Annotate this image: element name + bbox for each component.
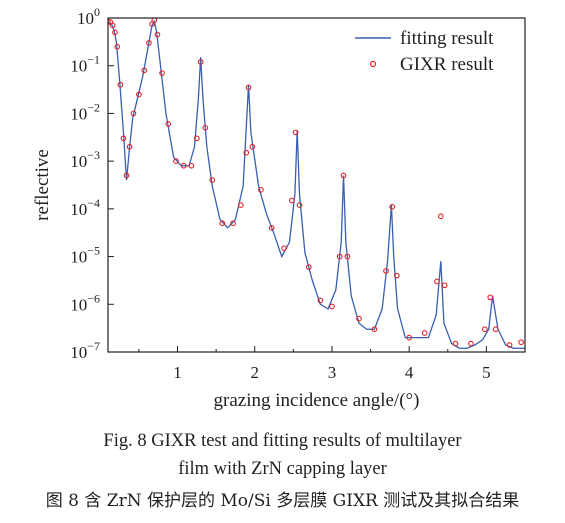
- data-point: [151, 18, 158, 24]
- data-point: [268, 224, 275, 231]
- x-axis-title: grazing incidence angle/(°): [214, 390, 420, 411]
- data-point: [108, 18, 111, 25]
- data-point: [237, 202, 244, 208]
- data-point: [114, 43, 121, 50]
- data-point: [389, 204, 396, 210]
- data-point: [126, 143, 133, 150]
- data-point: [441, 282, 448, 289]
- figure: reflective 1 2 3 4 5 100 10−1 10−2 10−3 10−4 10−5 1…: [32, 5, 526, 411]
- data-point: [112, 29, 118, 36]
- reflectivity-chart: reflective 1 2 3 4 5 100 10−1 10−2 10−3 10−4 10−5 1…: [32, 5, 526, 411]
- data-point: [292, 129, 299, 136]
- x-tick-label: 3: [328, 363, 337, 382]
- legend-label: GIXR result: [400, 54, 494, 75]
- y-tick-label: 10−2: [70, 100, 100, 123]
- x-tick-label: 5: [482, 363, 491, 382]
- y-tick-label: 10−1: [70, 53, 100, 76]
- y-tick-label: 10−6: [70, 291, 100, 314]
- data-point: [492, 326, 499, 333]
- data-point: [197, 59, 204, 65]
- data-point: [120, 135, 127, 142]
- y-tick-label: 100: [77, 5, 100, 28]
- data-point: [141, 67, 148, 74]
- data-point: [393, 272, 400, 279]
- figure-caption-chinese: 图 8 含 ZrN 保护层的 Mo/Si 多层膜 GIXR 测试及其拟合结果: [45, 491, 520, 511]
- data-point: [249, 143, 256, 150]
- x-tick-label: 2: [250, 363, 259, 382]
- data-point: [468, 340, 474, 347]
- data-point: [258, 187, 264, 193]
- data-point: [159, 70, 165, 76]
- figure-caption-line-2: film with ZrN capping layer: [178, 459, 387, 479]
- data-point: [245, 84, 252, 91]
- data-point: [421, 330, 428, 336]
- data-point: [154, 31, 161, 38]
- data-point: [406, 334, 413, 341]
- data-point: [209, 177, 216, 183]
- x-tick-label: 4: [405, 363, 414, 382]
- data-point: [506, 342, 513, 348]
- data-point: [481, 326, 488, 333]
- data-point: [452, 340, 459, 347]
- data-point: [383, 268, 389, 274]
- data-point: [165, 121, 172, 127]
- data-point: [340, 172, 347, 179]
- data-point: [344, 253, 351, 260]
- data-point: [296, 202, 303, 208]
- data-point: [219, 220, 226, 227]
- data-point: [434, 278, 440, 285]
- data-point: [123, 172, 130, 179]
- data-point: [202, 124, 209, 131]
- series-1-markers: [108, 18, 524, 348]
- figure-caption-line-1: Fig. 8 GIXR test and fitting results of …: [103, 431, 462, 451]
- data-point: [193, 135, 200, 142]
- data-point: [487, 294, 494, 301]
- data-point: [230, 220, 236, 227]
- legend-marker: [369, 60, 377, 68]
- data-point: [437, 213, 444, 220]
- data-point: [288, 197, 295, 204]
- legend-label: fitting result: [400, 28, 494, 49]
- data-point: [180, 162, 187, 169]
- data-point: [173, 158, 179, 164]
- series-0-line: [108, 19, 525, 349]
- y-tick-label: 10−3: [70, 148, 100, 171]
- data-point: [281, 245, 287, 252]
- y-tick-label: 10−4: [70, 196, 100, 219]
- data-point: [136, 91, 142, 98]
- data-point: [336, 253, 343, 260]
- data-point: [356, 315, 362, 322]
- data-point: [243, 149, 250, 156]
- data-point: [329, 303, 335, 310]
- plot-frame: [107, 17, 526, 353]
- data-point: [305, 264, 312, 271]
- data-point: [317, 297, 324, 304]
- y-tick-label: 10−7: [70, 339, 100, 362]
- data-point: [518, 339, 524, 346]
- data-point: [117, 81, 124, 88]
- y-axis-title: reflective: [32, 149, 53, 221]
- data-point: [109, 22, 116, 29]
- y-tick-label: 10−5: [70, 244, 100, 267]
- data-point: [130, 110, 137, 117]
- x-tick-label: 1: [173, 363, 182, 382]
- data-point: [188, 162, 195, 169]
- data-point: [371, 326, 378, 333]
- data-point: [146, 40, 152, 46]
